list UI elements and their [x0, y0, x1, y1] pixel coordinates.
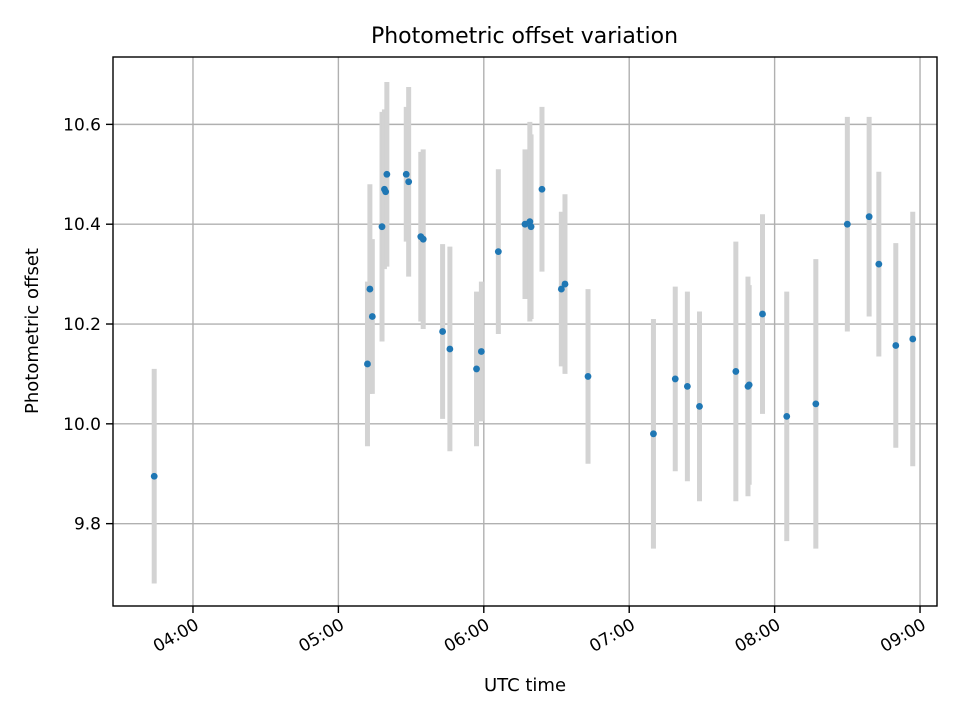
error-bars	[151, 81, 916, 584]
data-point	[150, 472, 158, 480]
x-tick-label: 07:00	[586, 615, 638, 657]
data-point	[439, 328, 446, 335]
x-tick-label: 05:00	[295, 615, 347, 657]
grid	[113, 57, 937, 606]
y-tick-label: 10.4	[63, 215, 101, 235]
data-point	[875, 260, 883, 268]
chart-title: Photometric offset variation	[371, 24, 678, 49]
data-point	[538, 185, 546, 193]
data-point	[909, 335, 917, 343]
data-point	[366, 285, 374, 293]
y-axis: 9.8 10.0 10.2 10.4 10.6	[63, 115, 113, 535]
x-tick-label: 04:00	[150, 615, 202, 657]
data-point	[477, 348, 485, 355]
y-axis-label: Photometric offset	[22, 248, 43, 414]
data-point	[405, 178, 413, 186]
data-point	[382, 188, 390, 196]
data-point	[812, 400, 820, 408]
data-point	[783, 412, 791, 420]
x-tick-label: 08:00	[732, 615, 784, 657]
plot-area-frame	[112, 56, 938, 607]
data-point	[732, 368, 740, 375]
data-point	[368, 313, 376, 320]
data-point	[383, 170, 391, 178]
x-axis-label: UTC time	[484, 675, 566, 696]
data-point	[473, 365, 480, 373]
data-point	[745, 381, 753, 389]
y-tick-label: 10.0	[63, 415, 101, 435]
data-point	[843, 220, 851, 228]
data-point	[584, 373, 592, 380]
data-point	[364, 360, 371, 368]
data-point	[446, 345, 454, 353]
data-point	[865, 213, 873, 221]
data-point	[561, 280, 569, 288]
x-tick-label: 09:00	[877, 615, 929, 657]
data-point	[759, 310, 766, 318]
data-point	[402, 170, 410, 178]
data-point	[419, 235, 427, 243]
data-point	[650, 430, 657, 438]
data-point	[378, 223, 386, 231]
y-tick-label: 10.2	[63, 315, 101, 335]
data-point	[683, 383, 691, 390]
data-points	[150, 170, 917, 480]
y-tick-label: 10.6	[63, 115, 101, 135]
data-point	[892, 342, 900, 349]
data-point	[527, 223, 535, 231]
x-axis: 04:00 05:00 06:00 07:00 08:00 09:00	[150, 606, 930, 657]
data-point	[696, 402, 703, 410]
y-tick-label: 9.8	[74, 515, 101, 535]
data-point	[494, 248, 502, 256]
data-point	[557, 285, 565, 293]
x-tick-label: 06:00	[441, 615, 493, 657]
data-point	[671, 375, 679, 383]
